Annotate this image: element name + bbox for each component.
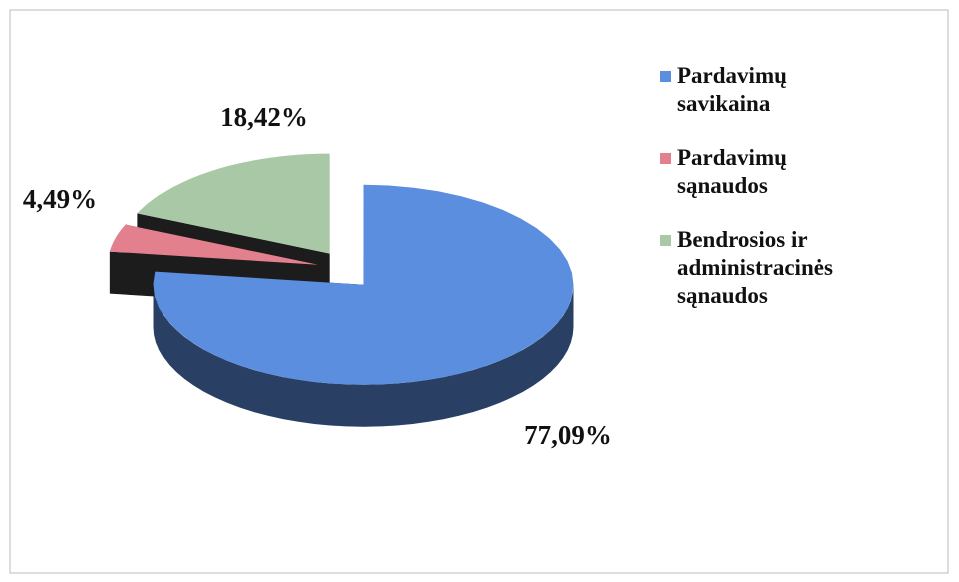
legend: Pardavimų savikaina Pardavimų sąnaudos Ben…	[660, 62, 940, 336]
legend-swatch	[660, 71, 671, 82]
legend-swatch	[660, 153, 671, 164]
data-label: 4,49%	[23, 184, 97, 214]
legend-label: Bendrosios ir administracinės sąnaudos	[677, 227, 833, 308]
legend-label: Pardavimų savikaina	[677, 63, 787, 116]
pie	[109, 153, 574, 427]
slice	[137, 153, 330, 254]
slice-wall-shade	[153, 284, 574, 427]
chart-frame	[9, 9, 949, 574]
legend-swatch	[660, 235, 671, 246]
legend-item: Bendrosios ir administracinės sąnaudos	[660, 226, 940, 310]
legend-item: Pardavimų sąnaudos	[660, 144, 940, 200]
slice	[109, 224, 319, 265]
data-label: 18,42%	[220, 102, 308, 132]
legend-item: Pardavimų savikaina	[660, 62, 940, 118]
legend-label: Pardavimų sąnaudos	[677, 145, 787, 198]
slice	[153, 184, 574, 385]
data-label: 77,09%	[524, 420, 612, 450]
